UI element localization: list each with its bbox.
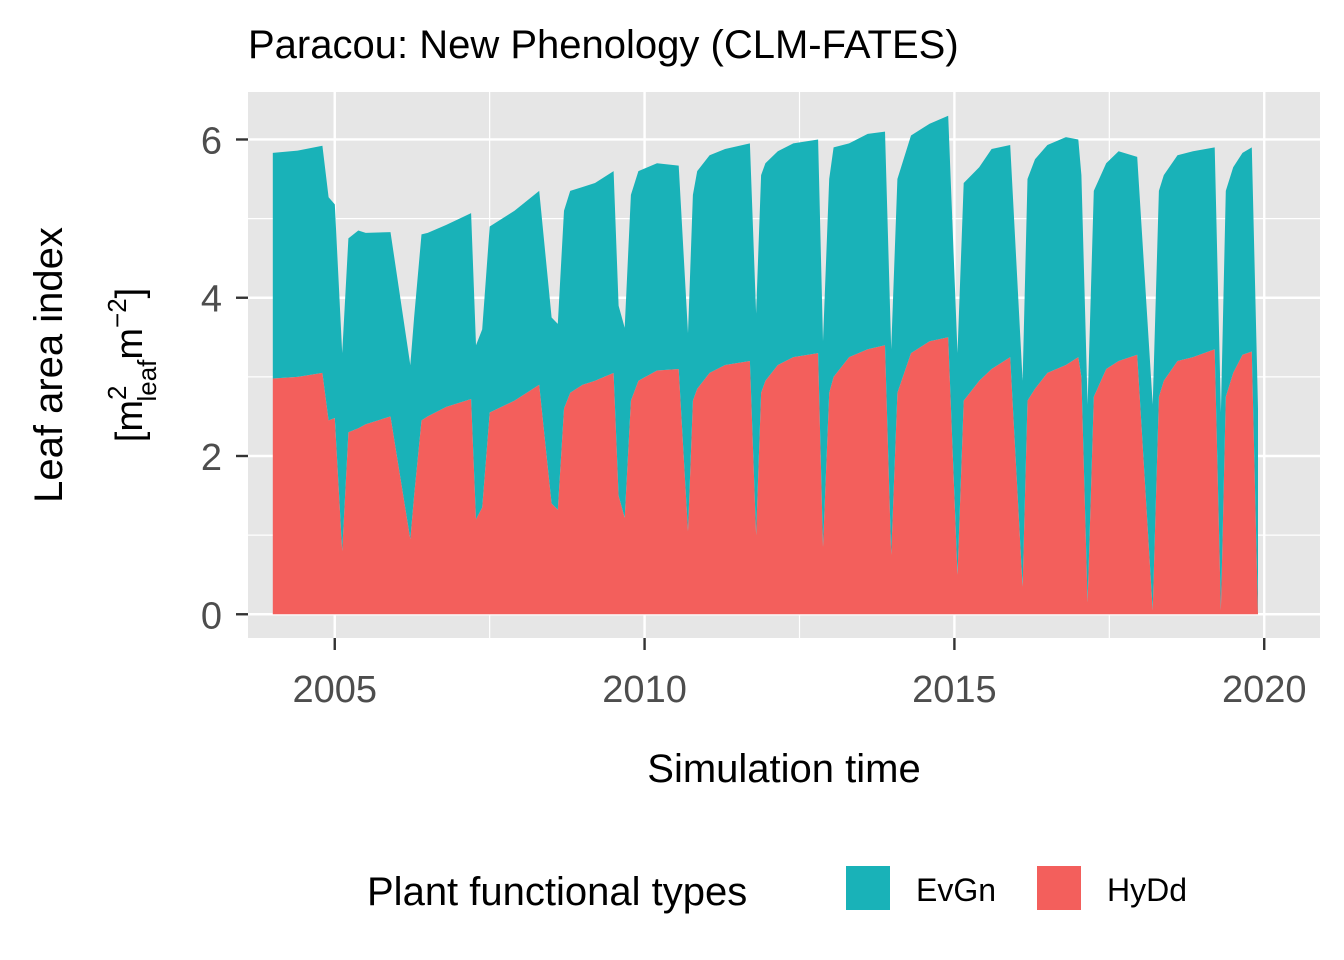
unit-sup-2: −2 <box>102 298 132 328</box>
legend-label-hydd: HyDd <box>1107 872 1187 908</box>
y-axis-title: Leaf area index <box>27 227 71 503</box>
unit-sub-leaf: leaf <box>132 359 162 402</box>
chart-title: Paracou: New Phenology (CLM-FATES) <box>248 23 959 67</box>
x-tick-label: 2015 <box>912 669 997 711</box>
unit-open: [m <box>109 400 151 442</box>
y-tick-label: 4 <box>201 279 222 321</box>
legend: Plant functional types EvGn HyDd <box>367 866 1187 914</box>
y-axis: 0 2 4 6 <box>201 120 248 637</box>
legend-swatch-evgn <box>846 866 890 910</box>
y-tick-label: 2 <box>201 437 222 479</box>
x-axis-title: Simulation time <box>647 747 920 791</box>
legend-label-evgn: EvGn <box>916 872 996 908</box>
unit-sup-1: 2 <box>102 386 132 400</box>
y-tick-label: 0 <box>201 595 222 637</box>
area-evgn <box>272 115 1258 615</box>
legend-title: Plant functional types <box>367 870 747 914</box>
legend-swatch-hydd <box>1037 866 1081 910</box>
svg-text:[m2leafm−2]: [m2leafm−2] <box>102 288 162 442</box>
unit-close: ] <box>109 288 151 299</box>
x-axis: 2005 2010 2015 2020 <box>292 638 1307 711</box>
y-axis-units: [m2leafm−2] <box>102 288 162 442</box>
x-tick-label: 2020 <box>1222 669 1307 711</box>
x-tick-label: 2005 <box>292 669 377 711</box>
y-tick-label: 6 <box>201 120 222 162</box>
y-axis-title-group: Leaf area index <box>27 227 71 503</box>
x-tick-label: 2010 <box>602 669 687 711</box>
unit-mid: m <box>109 328 151 360</box>
stacked-areas <box>272 115 1258 615</box>
area-hydd <box>272 337 1258 615</box>
